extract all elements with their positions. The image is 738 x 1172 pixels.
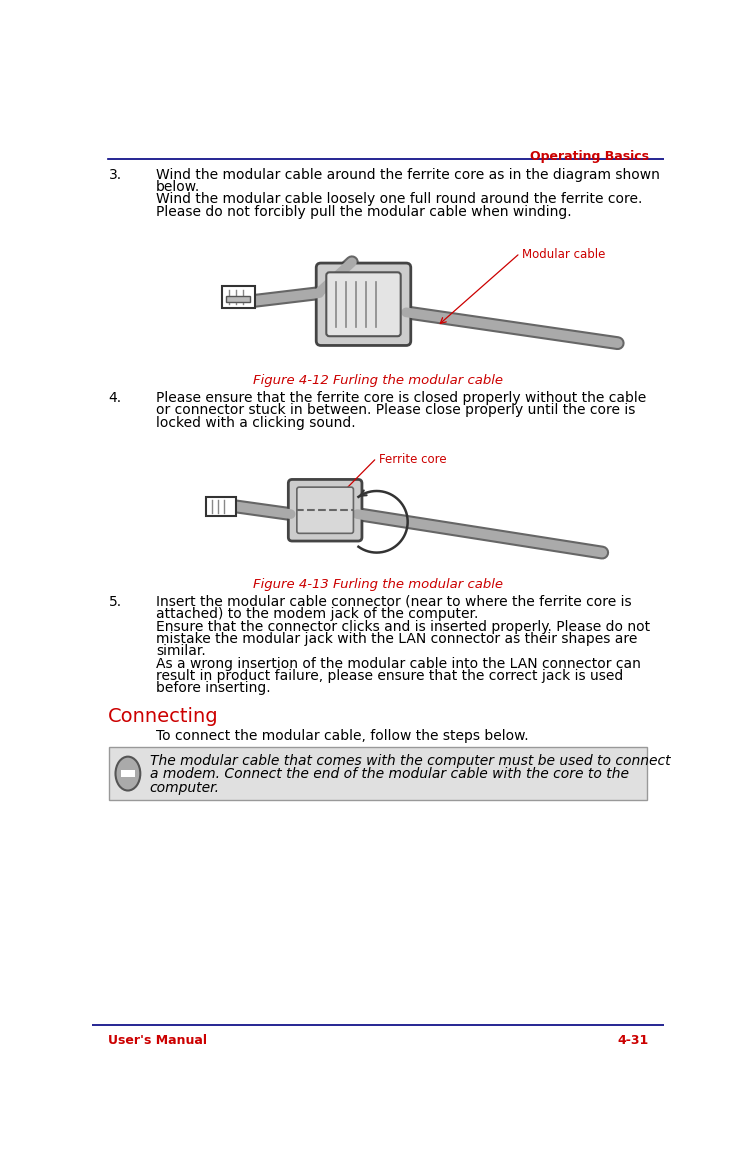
FancyBboxPatch shape bbox=[222, 286, 255, 308]
Text: Insert the modular cable connector (near to where the ferrite core is: Insert the modular cable connector (near… bbox=[156, 595, 632, 609]
Text: Modular cable: Modular cable bbox=[523, 248, 606, 261]
Text: Wind the modular cable loosely one full round around the ferrite core.: Wind the modular cable loosely one full … bbox=[156, 192, 642, 206]
Text: To connect the modular cable, follow the steps below.: To connect the modular cable, follow the… bbox=[156, 729, 528, 743]
Ellipse shape bbox=[116, 757, 140, 791]
Text: before inserting.: before inserting. bbox=[156, 681, 270, 695]
Bar bbox=[227, 297, 249, 302]
Text: below.: below. bbox=[156, 180, 200, 193]
Text: The modular cable that comes with the computer must be used to connect: The modular cable that comes with the co… bbox=[150, 754, 670, 768]
Bar bbox=[121, 770, 135, 777]
Text: 4-31: 4-31 bbox=[618, 1034, 649, 1047]
Text: computer.: computer. bbox=[150, 782, 220, 796]
Text: mistake the modular jack with the LAN connector as their shapes are: mistake the modular jack with the LAN co… bbox=[156, 632, 637, 646]
Text: Wind the modular cable around the ferrite core as in the diagram shown: Wind the modular cable around the ferrit… bbox=[156, 168, 660, 182]
Text: 3.: 3. bbox=[108, 168, 122, 182]
Text: attached) to the modem jack of the computer.: attached) to the modem jack of the compu… bbox=[156, 607, 478, 621]
Text: Ensure that the connector clicks and is inserted properly. Please do not: Ensure that the connector clicks and is … bbox=[156, 620, 650, 634]
Text: User's Manual: User's Manual bbox=[108, 1034, 207, 1047]
Text: 5.: 5. bbox=[108, 595, 122, 609]
FancyBboxPatch shape bbox=[326, 272, 401, 336]
Text: Operating Basics: Operating Basics bbox=[530, 150, 649, 163]
Text: Figure 4-13 Furling the modular cable: Figure 4-13 Furling the modular cable bbox=[253, 578, 503, 591]
FancyBboxPatch shape bbox=[316, 263, 411, 346]
Text: Connecting: Connecting bbox=[108, 708, 218, 727]
Text: similar.: similar. bbox=[156, 645, 206, 659]
Text: 4.: 4. bbox=[108, 391, 122, 404]
Text: result in product failure, please ensure that the correct jack is used: result in product failure, please ensure… bbox=[156, 669, 623, 683]
Bar bbox=[109, 748, 647, 799]
Text: a modem. Connect the end of the modular cable with the core to the: a modem. Connect the end of the modular … bbox=[150, 768, 629, 782]
Text: Please do not forcibly pull the modular cable when winding.: Please do not forcibly pull the modular … bbox=[156, 205, 571, 218]
Text: Ferrite core: Ferrite core bbox=[379, 454, 446, 466]
FancyBboxPatch shape bbox=[289, 479, 362, 541]
Text: Figure 4-12 Furling the modular cable: Figure 4-12 Furling the modular cable bbox=[253, 374, 503, 387]
Text: locked with a clicking sound.: locked with a clicking sound. bbox=[156, 416, 356, 429]
Text: Please ensure that the ferrite core is closed properly without the cable: Please ensure that the ferrite core is c… bbox=[156, 391, 646, 404]
FancyBboxPatch shape bbox=[206, 497, 235, 516]
Text: As a wrong insertion of the modular cable into the LAN connector can: As a wrong insertion of the modular cabl… bbox=[156, 656, 641, 670]
FancyBboxPatch shape bbox=[297, 488, 354, 533]
Text: or connector stuck in between. Please close properly until the core is: or connector stuck in between. Please cl… bbox=[156, 403, 635, 417]
